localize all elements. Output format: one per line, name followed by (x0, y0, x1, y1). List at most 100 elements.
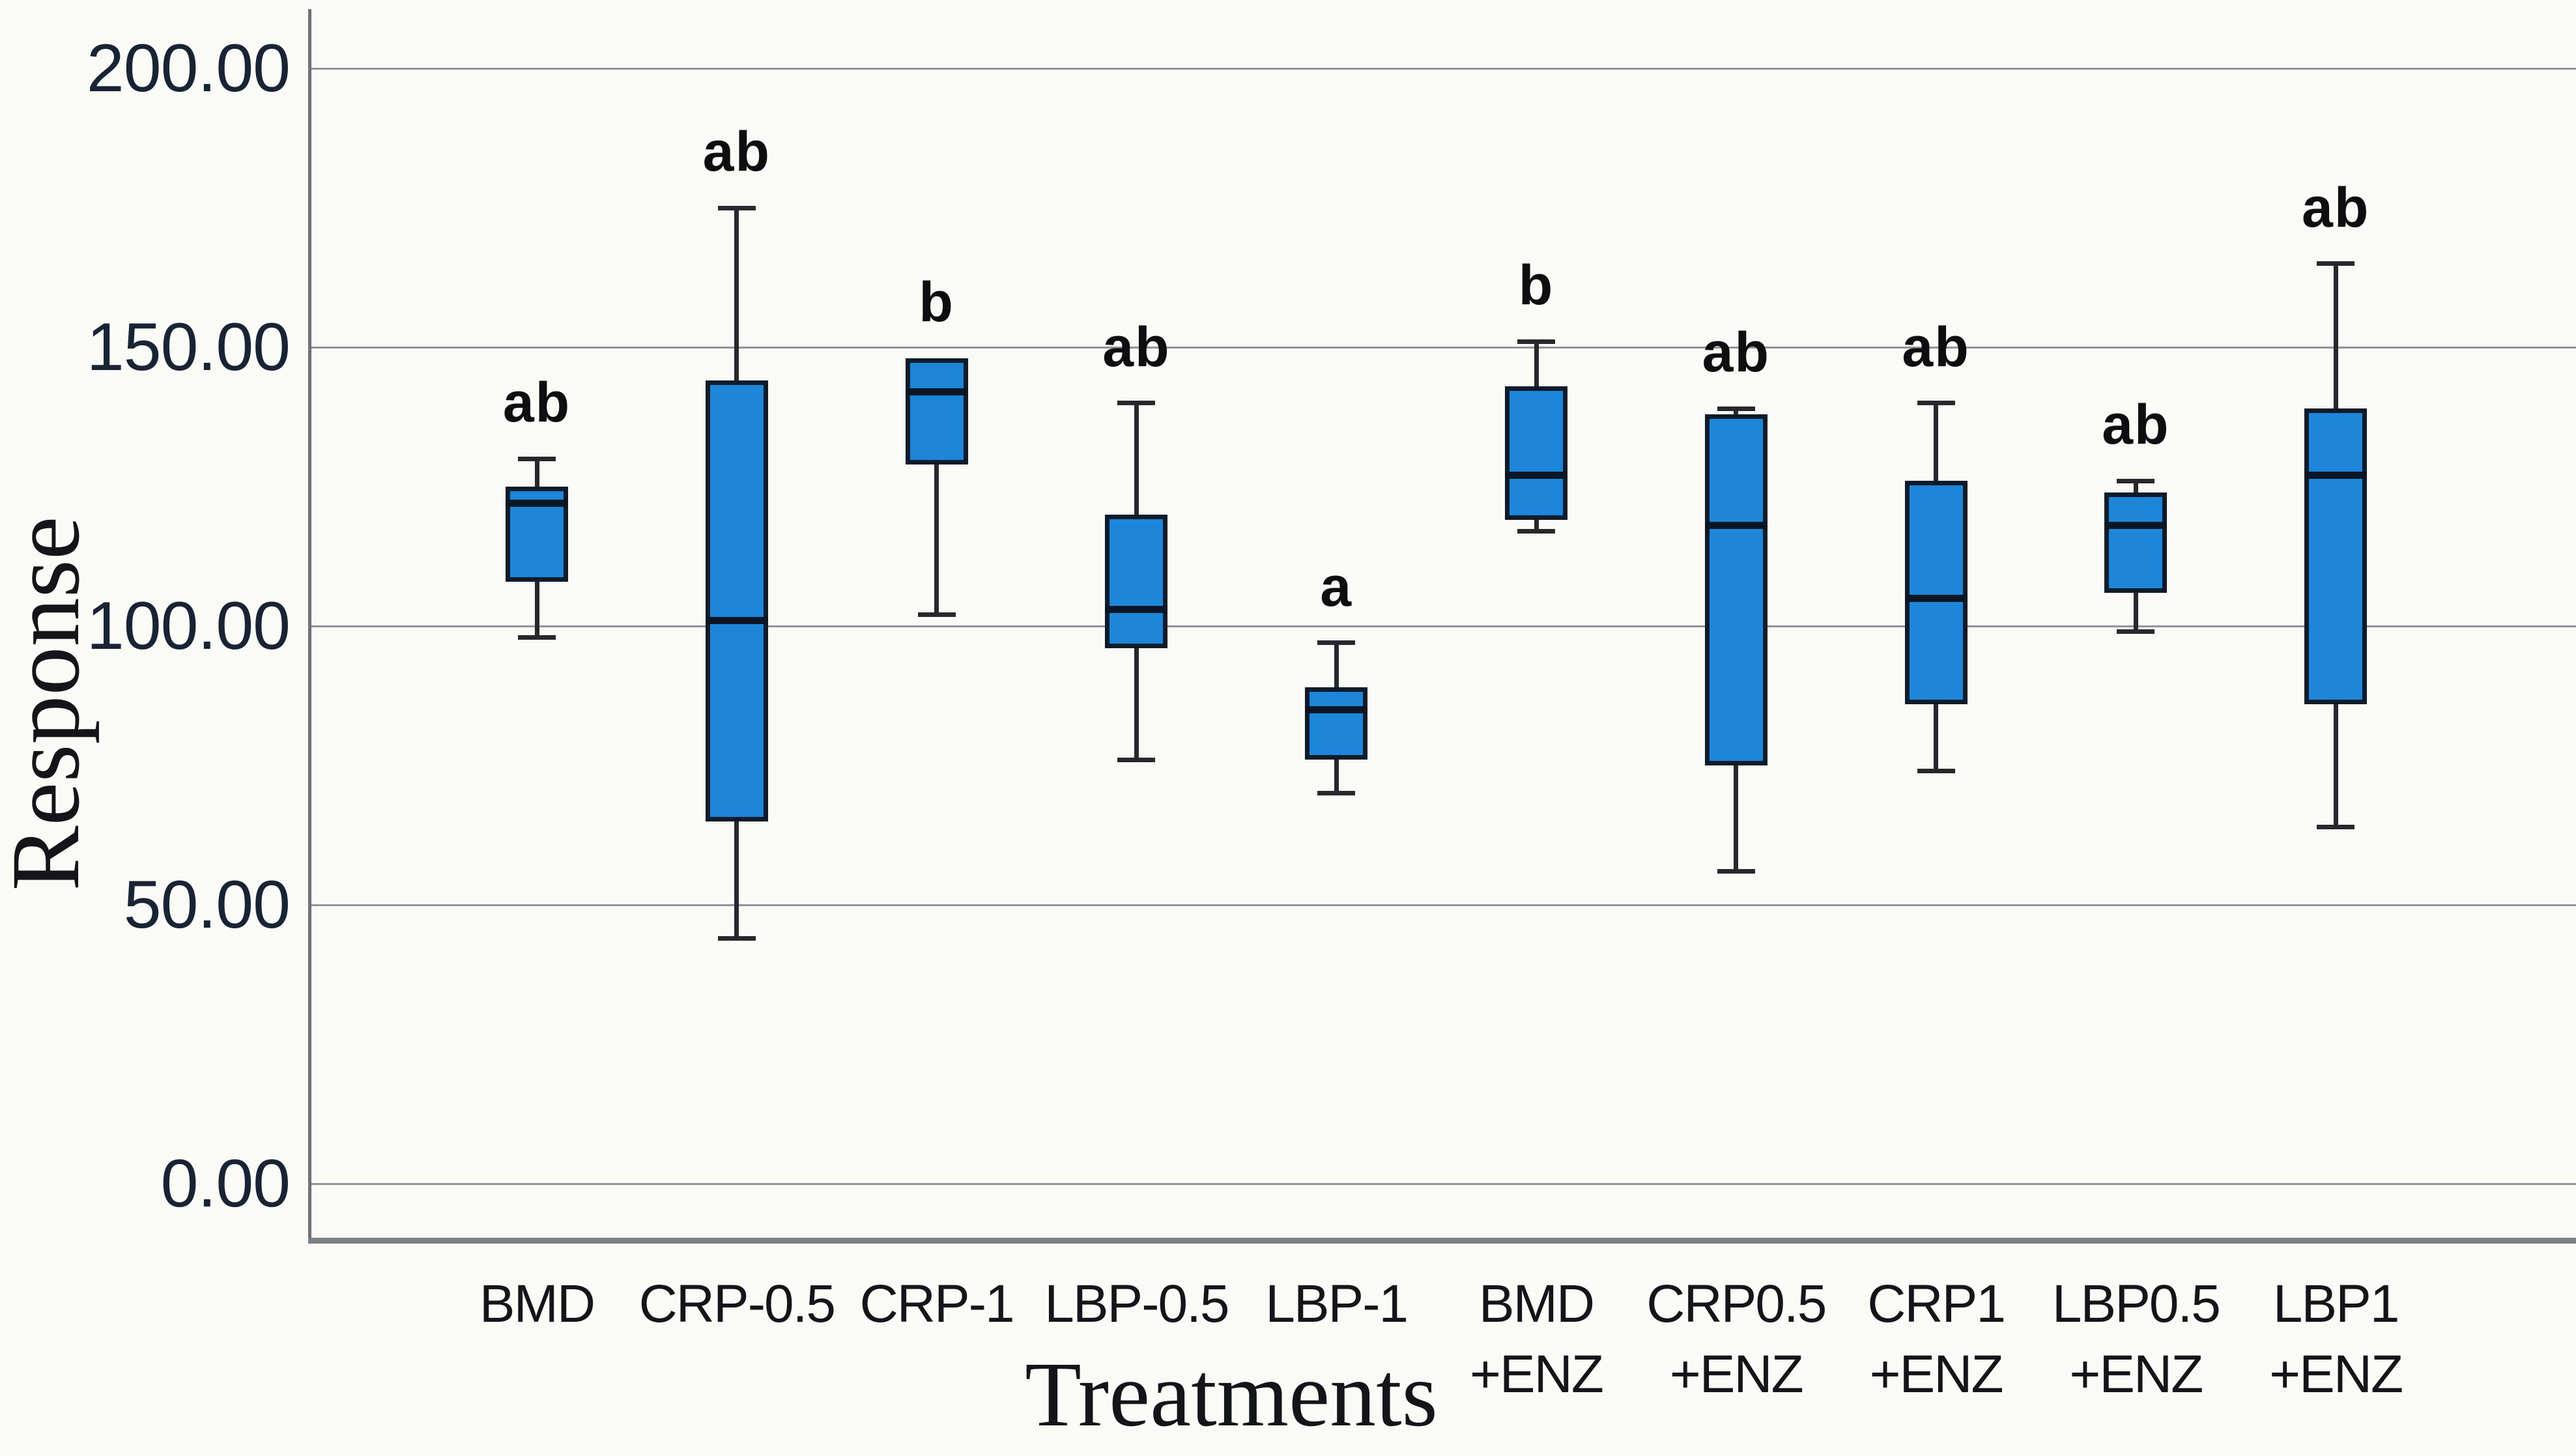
lower-whisker-stem (734, 821, 739, 939)
x-tick-label-line1: BMD (1478, 1274, 1595, 1334)
x-tick-label-line1: LBP-1 (1265, 1274, 1409, 1334)
gridline-100 (311, 625, 2576, 627)
median-line (506, 500, 568, 507)
lower-whisker-stem (2333, 704, 2338, 827)
gridline-200 (311, 67, 2576, 70)
median-line (1704, 522, 1767, 530)
upper-whisker-stem (1534, 341, 1539, 386)
x-tick-label-CRP0.5+ENZ: CRP0.5 +ENZ (1593, 1269, 1880, 1410)
box-iqr (1904, 481, 1968, 704)
x-tick-label-line1: CRP-0.5 (638, 1274, 836, 1334)
x-tick-label-line1: CRP0.5 (1646, 1274, 1827, 1334)
lower-whisker-cap (2117, 629, 2155, 635)
x-tick-label-line1: BMD (479, 1274, 595, 1334)
y-tick-label-100: 100.00 (86, 588, 291, 664)
upper-whisker-cap (2117, 478, 2155, 483)
median-line (2104, 522, 2168, 530)
significance-letter: ab (1702, 321, 1770, 384)
upper-whisker-stem (1734, 408, 1739, 414)
lower-whisker-cap (1317, 791, 1356, 796)
significance-letter: ab (2302, 176, 2370, 239)
x-tick-label-CRP1+ENZ: CRP1 +ENZ (1793, 1269, 2080, 1410)
lower-whisker-stem (1534, 520, 1539, 532)
y-axis-line (308, 9, 311, 1244)
box-iqr (705, 380, 768, 821)
box-iqr (1105, 514, 1168, 649)
upper-whisker-stem (2133, 481, 2138, 492)
box-iqr (1505, 386, 1567, 521)
x-axis-title: Treatments (1025, 1343, 1438, 1446)
box-iqr (1305, 687, 1368, 760)
x-tick-label-line1: LBP-0.5 (1044, 1274, 1229, 1334)
y-tick-label-50: 50.00 (123, 867, 291, 943)
upper-whisker-cap (1117, 401, 1156, 406)
gridline-0 (311, 1182, 2576, 1185)
lower-whisker-stem (1134, 648, 1139, 760)
gridline-50 (311, 904, 2576, 906)
lower-whisker-cap (1517, 528, 1555, 534)
x-tick-label-line1: LBP1 (2272, 1274, 2400, 1334)
lower-whisker-stem (534, 581, 539, 638)
lower-whisker-stem (1734, 765, 1739, 872)
x-axis-line (308, 1238, 2576, 1244)
median-line (1305, 706, 1368, 713)
y-tick-label-200: 200.00 (86, 31, 291, 106)
lower-whisker-stem (934, 464, 939, 615)
median-line (1904, 594, 1968, 602)
upper-whisker-cap (2317, 261, 2355, 266)
median-line (905, 388, 968, 395)
x-tick-label-CRP-0.5: CRP-0.5 (594, 1269, 880, 1339)
lower-whisker-cap (1917, 769, 1955, 774)
upper-whisker-stem (2333, 263, 2338, 409)
median-line (1505, 472, 1567, 479)
significance-letter: ab (502, 371, 571, 435)
median-line (705, 616, 768, 624)
lower-whisker-cap (917, 612, 956, 618)
upper-whisker-cap (1517, 339, 1555, 344)
x-tick-label-LBP-1: LBP-1 (1193, 1269, 1480, 1339)
x-tick-label-LBP-0.5: LBP-0.5 (993, 1269, 1280, 1339)
x-tick-label-line1: LBP0.5 (2052, 1274, 2221, 1334)
x-tick-label-line2: +ENZ (1669, 1345, 1804, 1404)
box-iqr (2104, 492, 2168, 593)
x-tick-label-CRP-1: CRP-1 (794, 1269, 1080, 1339)
significance-letter: ab (702, 121, 771, 183)
upper-whisker-cap (518, 456, 556, 461)
x-tick-label-line2: +ENZ (1869, 1345, 2004, 1404)
upper-whisker-stem (1134, 403, 1139, 515)
significance-letter: a (1320, 555, 1353, 618)
upper-whisker-cap (717, 205, 756, 210)
significance-letter: b (919, 271, 954, 334)
lower-whisker-stem (1334, 760, 1339, 793)
significance-letter: ab (1102, 315, 1171, 378)
lower-whisker-cap (1117, 757, 1156, 762)
x-tick-label-LBP0.5+ENZ: LBP0.5 +ENZ (1992, 1269, 2279, 1410)
upper-whisker-stem (1934, 403, 1939, 481)
significance-letter: b (1518, 254, 1554, 317)
x-tick-label-line2: +ENZ (2269, 1345, 2403, 1404)
upper-whisker-stem (734, 208, 739, 381)
lower-whisker-cap (1717, 869, 1755, 874)
lower-whisker-stem (1934, 704, 1939, 771)
x-tick-label-BMD+ENZ: BMD +ENZ (1393, 1269, 1680, 1410)
box-iqr (2304, 408, 2368, 704)
x-tick-label-line1: CRP1 (1867, 1274, 2006, 1334)
median-line (2304, 472, 2368, 479)
significance-letter: ab (2102, 393, 2170, 457)
lower-whisker-cap (2317, 824, 2355, 829)
x-tick-label-line1: CRP-1 (859, 1274, 1015, 1334)
upper-whisker-cap (1917, 401, 1955, 406)
x-tick-label-line2: +ENZ (1470, 1345, 1604, 1404)
upper-whisker-cap (1717, 406, 1755, 411)
significance-letter: ab (1902, 315, 1970, 378)
x-tick-label-line2: +ENZ (2069, 1345, 2203, 1404)
gridline-150 (311, 346, 2576, 349)
y-tick-label-150: 150.00 (86, 309, 291, 385)
upper-whisker-cap (1317, 640, 1356, 646)
median-line (1105, 605, 1168, 613)
lower-whisker-cap (518, 635, 556, 640)
x-tick-label-BMD: BMD (394, 1269, 680, 1339)
box-iqr (905, 358, 968, 464)
box-iqr (1704, 414, 1767, 765)
